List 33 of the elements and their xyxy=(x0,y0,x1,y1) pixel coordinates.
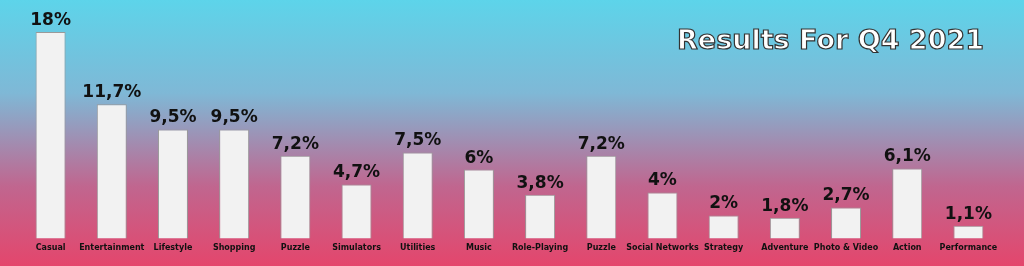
data-label: 7,5% xyxy=(394,129,442,150)
x-tick-label: Role-Playing xyxy=(511,243,569,253)
x-tick-label: Puzzle xyxy=(280,243,311,253)
data-label: 2% xyxy=(709,192,739,213)
data-label: 6% xyxy=(464,146,494,167)
x-tick-label: Puzzle xyxy=(586,243,617,253)
x-tick-label: Shopping xyxy=(212,243,256,253)
data-label: 1,1% xyxy=(944,202,992,223)
x-tick-label: Performance xyxy=(939,243,998,253)
data-label: 7,2% xyxy=(577,132,625,153)
x-tick-label: Photo & Video xyxy=(813,243,879,253)
data-label: 2,7% xyxy=(822,184,870,205)
data-label: 4,7% xyxy=(332,161,381,182)
x-tick-label: Social Networks xyxy=(626,243,699,253)
x-tick-label: Entertainment xyxy=(79,243,145,253)
data-label: 3,8% xyxy=(516,171,564,192)
data-label: 9,5% xyxy=(149,106,197,127)
chart-title: Results For Q4 2021 xyxy=(677,24,984,55)
x-tick-label: Simulators xyxy=(332,243,382,253)
x-tick-label: Adventure xyxy=(761,243,809,253)
data-label: 9,5% xyxy=(210,106,258,127)
x-tick-label: Action xyxy=(892,243,922,253)
x-tick-label: Lifestyle xyxy=(153,243,193,253)
data-label: 1,8% xyxy=(761,194,809,215)
x-tick-label: Strategy xyxy=(704,243,744,253)
data-label: 6,1% xyxy=(883,145,931,166)
x-tick-label: Music xyxy=(465,243,493,253)
x-tick-label: Utilities xyxy=(400,243,436,253)
data-label: 7,2% xyxy=(271,132,319,153)
x-tick-label: Casual xyxy=(35,243,66,253)
data-label: 4% xyxy=(648,169,677,190)
data-label: 11,7% xyxy=(82,81,142,102)
data-label: 18% xyxy=(30,8,71,29)
